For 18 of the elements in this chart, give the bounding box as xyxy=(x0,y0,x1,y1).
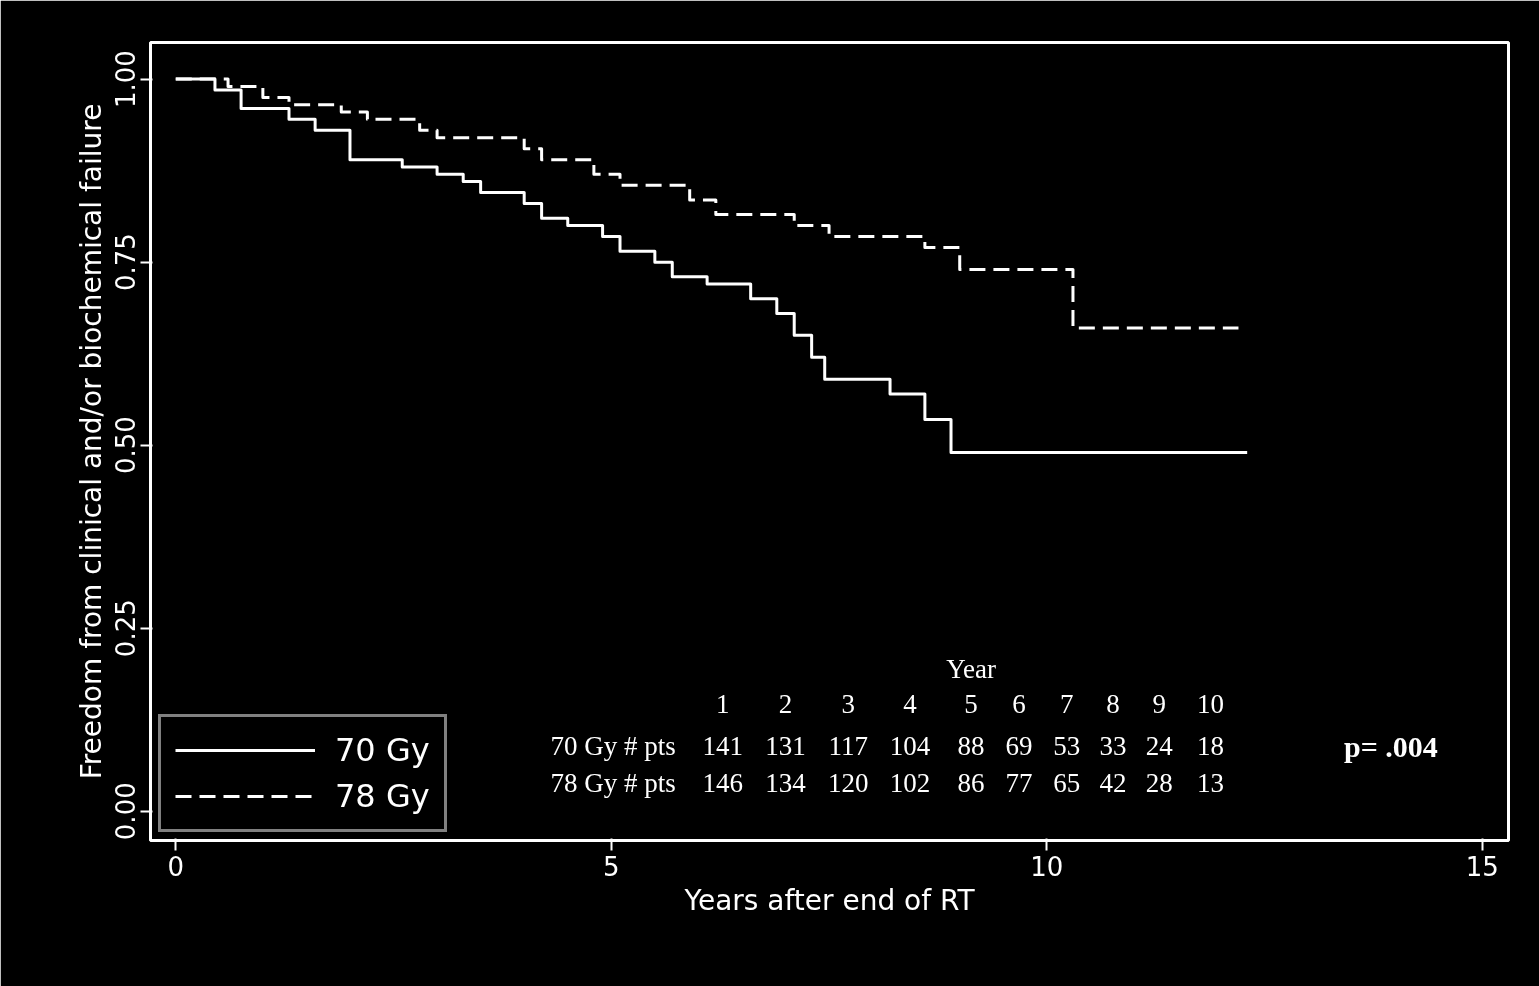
x-tick-label: 5 xyxy=(603,851,620,882)
legend-label: 70 Gy xyxy=(335,731,430,769)
y-axis-title: Freedom from clinical and/or biochemical failure xyxy=(74,103,108,780)
text: 70 Gy # pts 141 131 117 104 88 69 53 33 24 18 xyxy=(550,731,1225,762)
text: 78 Gy # pts 146 134 120 102 86 77 65 42 28 13 xyxy=(550,768,1225,799)
y-tick-label: 0.00 xyxy=(111,782,142,841)
y-tick-label: 0.50 xyxy=(111,416,142,475)
annotation: p= .004 xyxy=(1344,729,1438,763)
x-tick-label: 0 xyxy=(167,851,185,882)
x-tick-label: 15 xyxy=(1465,851,1499,882)
x-axis-title: Years after end of RT xyxy=(683,883,976,917)
y-tick-label: 1.00 xyxy=(111,50,142,109)
text: 1 2 3 4 5 6 7 8 9 10 xyxy=(716,689,1225,720)
y-tick-label: 0.25 xyxy=(111,599,142,658)
annotation: Year xyxy=(946,654,996,685)
legend-label: 78 Gy xyxy=(335,777,430,815)
x-tick-label: 10 xyxy=(1030,851,1064,882)
y-tick-label: 0.75 xyxy=(111,233,142,292)
